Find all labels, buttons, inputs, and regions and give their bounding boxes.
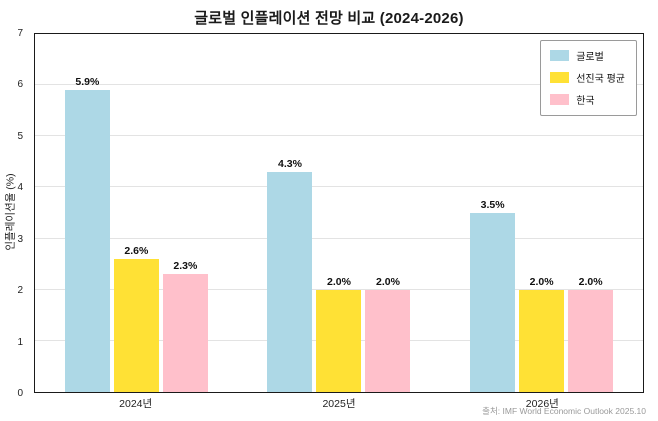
bar-series1-group2 [267, 172, 313, 392]
x-tick-label: 2025년 [322, 398, 356, 410]
bar-value-label: 3.5% [480, 199, 505, 211]
gridline [35, 84, 643, 86]
bar-column: 2.0% [519, 34, 565, 392]
y-tick-label: 1 [17, 336, 23, 348]
y-tick-label: 0 [17, 388, 23, 399]
bar-value-label: 2.6% [124, 245, 149, 258]
y-axis-ticks: 0 1 2 3 4 5 6 7 [0, 28, 29, 399]
legend-item: 선진국 평균 [550, 70, 625, 85]
bar-series2-group3 [519, 289, 565, 392]
legend-label: 글로벌 [576, 52, 604, 63]
y-tick-label: 5 [17, 130, 23, 142]
legend-swatch-icon [550, 50, 570, 61]
bar-column: 2.0% [568, 34, 614, 392]
bar-column: 2.0% [365, 34, 411, 392]
y-tick-label: 4 [17, 182, 23, 194]
chart-title: 글로벌 인플레이션 전망 비교 (2024-2026) [194, 10, 464, 27]
bar-series2-group2 [316, 289, 362, 392]
x-axis-ticks: 2024년 2025년 2026년 [34, 396, 644, 411]
x-tick-label: 2024년 [119, 398, 153, 410]
legend-swatch-icon [550, 72, 570, 83]
bar-column: 2.0% [316, 34, 362, 392]
bar-series2-group1 [113, 259, 159, 392]
legend-swatch-icon [550, 94, 570, 105]
bar-column: 5.9% [64, 34, 110, 392]
bar-value-label: 2.0% [327, 275, 351, 288]
bar-value-label: 5.9% [75, 76, 100, 89]
y-tick-label: 6 [17, 79, 23, 91]
bar-group-3: 3.5% 2.0% 2.0% [470, 34, 614, 392]
bar-group-2: 4.3% 2.0% 2.0% [267, 34, 411, 392]
legend-label: 선진국 평균 [576, 74, 625, 85]
y-tick-label: 2 [17, 285, 23, 297]
bar-column: 2.3% [162, 34, 208, 392]
bar-column: 3.5% [470, 34, 516, 392]
bar-column: 2.6% [113, 34, 159, 392]
bar-series3-group1 [162, 274, 208, 392]
gridline [35, 135, 643, 137]
bar-value-label: 4.3% [278, 158, 302, 171]
bar-column: 4.3% [267, 34, 313, 392]
bar-series3-group3 [568, 289, 614, 392]
bar-value-label: 2.0% [376, 275, 400, 288]
gridline [35, 186, 643, 188]
bar-value-label: 2.0% [529, 275, 554, 288]
y-tick-label: 7 [17, 28, 23, 39]
gridline [35, 288, 643, 290]
bar-series1-group1 [64, 90, 110, 392]
source-note: 출처: IMF World Economic Outlook 2025.10 [482, 406, 646, 416]
bar-group-1: 5.9% 2.6% 2.3% [64, 34, 208, 392]
legend-item: 글로벌 [550, 48, 625, 63]
bar-groups: 5.9% 2.6% 2.3% 4.3% 2.0% 2.0% 3.5% 2.0% 2.0% [35, 34, 643, 392]
bar-value-label: 2.3% [173, 260, 198, 273]
y-tick-label: 3 [17, 233, 23, 245]
plot-area: 5.9% 2.6% 2.3% 4.3% 2.0% 2.0% 3.5% 2.0% 2.0% 글로벌… [34, 33, 644, 393]
bar-value-label: 2.0% [578, 275, 603, 288]
bar-series3-group2 [365, 289, 411, 392]
bar-series1-group3 [470, 213, 516, 392]
legend-label: 한국 [576, 96, 595, 107]
legend-item: 한국 [550, 92, 625, 107]
x-tick-label: 2026년 [525, 398, 559, 410]
gridline [35, 237, 643, 239]
